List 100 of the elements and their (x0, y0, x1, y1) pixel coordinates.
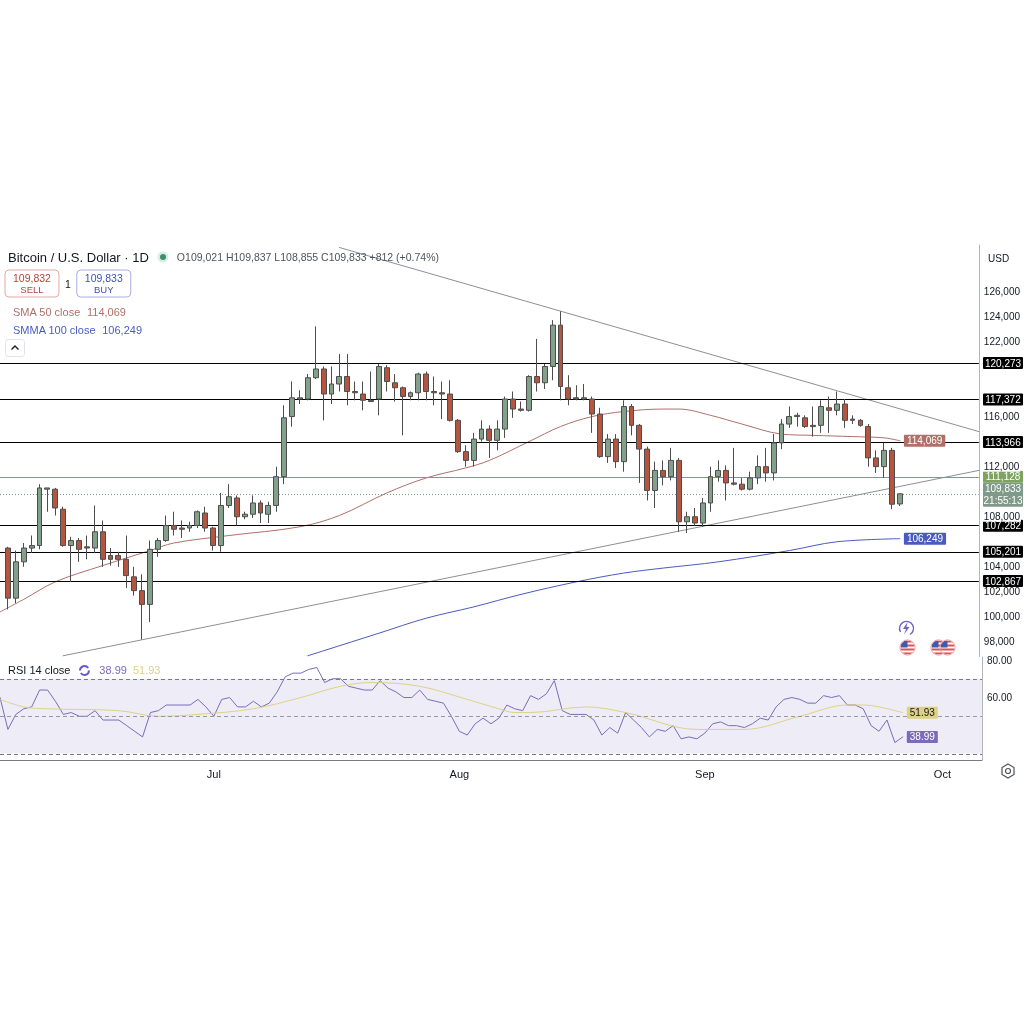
candlestick (439, 381, 445, 420)
candlestick (13, 550, 19, 604)
candlestick (802, 414, 808, 429)
candlestick (479, 419, 484, 443)
candlestick (621, 399, 627, 473)
candlestick (589, 396, 595, 434)
candlestick (431, 375, 437, 406)
x-tick-label: Oct (933, 767, 951, 780)
ref-line-label: 109,833 21:55:13 (983, 483, 1023, 507)
y-tick-label: 80.00 (987, 654, 1013, 666)
candlestick (502, 396, 508, 439)
candlestick (636, 423, 642, 484)
candlestick (163, 514, 169, 543)
candlestick (408, 391, 413, 401)
candlestick (858, 418, 863, 428)
candlestick (723, 464, 729, 501)
line-series (0, 667, 904, 744)
candlestick (100, 520, 106, 568)
candlestick (155, 537, 161, 558)
y-tick-label: 100,000 (983, 611, 1021, 623)
candlestick (550, 319, 556, 381)
candlestick (84, 535, 90, 560)
candlestick (700, 497, 706, 528)
ref-line-label: 107,282 (984, 520, 1022, 532)
candlestick (447, 379, 453, 423)
candlestick (234, 494, 240, 527)
y-tick-label: 108,000 (983, 511, 1021, 523)
candlestick (865, 423, 871, 468)
ref-line-label: 111,128 (985, 471, 1021, 483)
line-series (307, 538, 901, 657)
text: RSI 14 close (8, 664, 71, 676)
ref-line-label: 105,201 (984, 546, 1022, 558)
text: SMA 50 close (13, 305, 87, 318)
y-axis-title: USD (988, 252, 1010, 264)
candlestick (605, 433, 611, 464)
y-tick-label: 102,000 (983, 586, 1021, 598)
candlestick (76, 537, 82, 563)
candlestick (265, 501, 271, 524)
candlestick (471, 432, 477, 468)
candlestick (510, 391, 516, 419)
candlestick (534, 338, 540, 393)
candlestick (652, 461, 658, 509)
candlestick (258, 499, 263, 524)
text: O109,021 H109,837 L108,855 C109,833 +812 (+0.74%) (176, 251, 440, 263)
data-label: 38.99 (909, 731, 936, 743)
candlestick (526, 374, 532, 413)
line-series (0, 682, 904, 730)
candlestick (5, 546, 11, 610)
candlestick (455, 418, 461, 454)
candlestick (739, 477, 745, 491)
candlestick (692, 507, 698, 527)
annotation: 109,833 (84, 272, 123, 284)
candlestick (542, 363, 548, 390)
ref-line-label: 113,966 (985, 436, 1022, 448)
y-tick-label: 98,000 (983, 636, 1015, 648)
candlestick (771, 433, 777, 481)
x-tick-label: Sep (695, 767, 715, 780)
candlestick (644, 446, 650, 501)
candlestick (731, 447, 737, 486)
candlestick (842, 398, 848, 429)
candlestick (597, 407, 603, 459)
candlestick (210, 526, 216, 552)
ref-line-label: 120,273 (984, 357, 1022, 369)
candlestick (60, 506, 66, 548)
candlestick (297, 389, 303, 405)
candlestick (123, 535, 129, 589)
candlestick (21, 542, 27, 568)
candlestick (179, 520, 185, 539)
candlestick (581, 383, 587, 401)
candlestick (423, 370, 429, 401)
candlestick (573, 384, 579, 401)
candlestick (415, 372, 421, 401)
candlestick (400, 386, 406, 436)
candlestick (92, 504, 98, 554)
data-label: 106,249 (906, 533, 944, 545)
candlestick (486, 424, 492, 459)
line-series (0, 408, 901, 613)
candlestick (850, 414, 855, 425)
candlestick (779, 418, 784, 450)
candlestick (194, 509, 200, 529)
candlestick (881, 442, 887, 479)
candlestick (368, 370, 374, 403)
candlestick (289, 381, 295, 428)
candlestick (336, 353, 342, 393)
ref-line-label: 117,372 (985, 393, 1022, 405)
y-tick-label: 126,000 (983, 285, 1021, 297)
candlestick (147, 540, 153, 623)
annotation: 109,832 (12, 272, 52, 284)
candlestick (108, 547, 113, 567)
candlestick (352, 381, 358, 401)
candlestick (376, 363, 382, 416)
candlestick (313, 325, 319, 380)
candlestick (558, 310, 563, 401)
y-tick-label: 124,000 (983, 310, 1021, 322)
candlestick (329, 365, 334, 405)
data-label: 114,069 (906, 435, 943, 447)
candlestick (794, 412, 800, 428)
y-tick-label: 60.00 (987, 692, 1013, 704)
candlestick (321, 365, 327, 421)
annotation: 1 (64, 277, 71, 290)
